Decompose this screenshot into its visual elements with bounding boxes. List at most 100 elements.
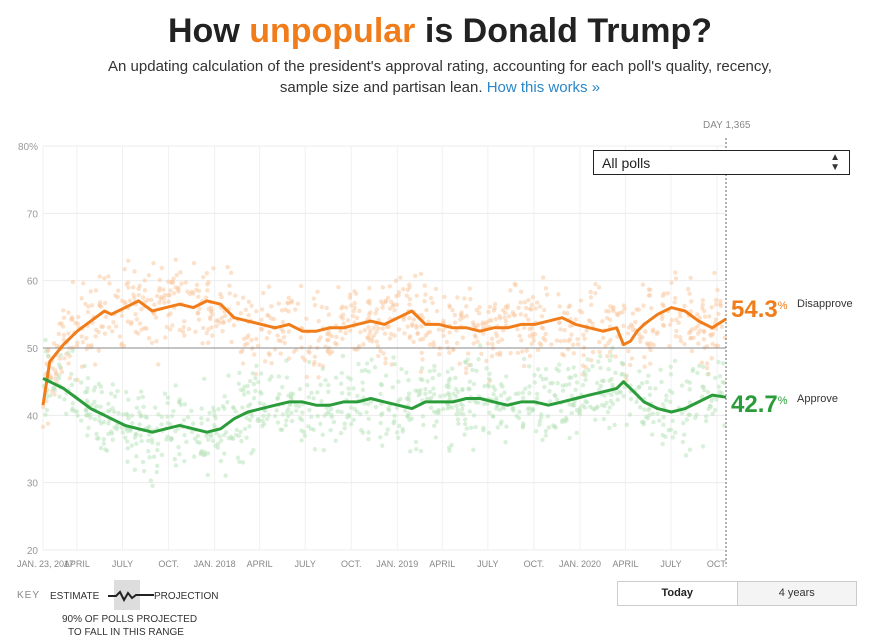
poll-dot [137,321,143,326]
poll-dot [521,395,526,401]
poll-dot [259,327,264,332]
poll-dot [431,340,436,345]
poll-dot [371,325,377,331]
how-this-works-link[interactable]: How this works » [486,79,601,96]
poll-dot [415,331,420,336]
poll-dot [171,408,176,414]
poll-dot [607,317,613,323]
poll-dot [520,390,526,396]
poll-dot [383,373,389,378]
poll-dot [228,434,234,440]
poll-dot [219,295,224,300]
poll-dot [470,320,476,325]
poll-dot [84,336,89,341]
poll-dot [471,447,476,453]
poll-filter-select[interactable]: All polls ▲ ▼ [593,150,850,175]
poll-dot [542,384,547,390]
poll-dot [537,341,543,346]
poll-dot [423,391,428,396]
poll-dot [400,429,405,434]
y-tick-label: 80% [18,142,38,153]
poll-dot [609,353,614,359]
poll-dot [463,366,469,371]
poll-dot [389,299,394,304]
poll-dot [284,375,290,380]
poll-dot [302,357,308,363]
poll-dot [119,298,125,304]
poll-dot [628,362,633,368]
poll-dot [463,359,468,365]
poll-dot [497,313,502,319]
poll-dot [233,432,239,438]
poll-dot [319,399,324,404]
poll-dot [182,402,188,407]
poll-dot [557,320,562,325]
poll-dot [261,413,266,419]
poll-dot [374,339,379,344]
poll-dot [430,300,435,306]
poll-dot [365,401,371,407]
poll-dot [293,307,298,312]
poll-dot [66,310,71,315]
poll-dot [542,338,548,343]
poll-dot [600,319,605,324]
poll-dot [602,393,607,398]
poll-dot [575,342,581,347]
poll-dot [146,336,152,341]
poll-dot [574,380,580,385]
poll-dot [182,333,187,338]
poll-dot [211,405,216,410]
poll-dot [346,391,352,396]
poll-dot [680,439,686,445]
poll-dot [385,295,391,301]
poll-dot [586,367,591,373]
poll-dot [486,384,492,389]
poll-dot [460,403,465,408]
poll-dot [594,380,600,386]
poll-dot [86,304,91,309]
poll-dot [43,412,48,417]
poll-dot [75,340,80,345]
poll-dot [174,272,179,278]
poll-dot [575,336,580,342]
poll-dot [696,341,701,346]
poll-dot [99,389,105,395]
poll-dot [703,414,709,419]
poll-dot [503,374,509,379]
poll-dot [647,385,653,391]
poll-dot [151,454,157,459]
poll-dot [355,393,360,399]
approve-label: Approve [797,393,838,405]
poll-dot [214,323,219,329]
poll-dot [85,309,91,315]
poll-dot [418,376,423,382]
poll-dot [43,337,48,343]
poll-dot [210,333,215,338]
poll-dot [588,289,593,295]
poll-dot [173,257,178,262]
poll-dot [96,436,101,441]
range-today-button[interactable]: Today [618,582,738,605]
poll-dot [523,313,529,318]
key-projection: PROJECTION [154,591,219,602]
poll-dot [418,388,423,393]
poll-dot [374,307,380,312]
poll-dot [556,292,561,297]
poll-dot [447,448,452,453]
poll-dot [182,432,187,438]
poll-dot [603,343,608,348]
poll-dot [562,338,567,343]
poll-dot [380,301,386,307]
poll-dot [638,405,643,410]
poll-dot [510,310,516,315]
poll-dot [712,270,717,276]
poll-dot [432,423,437,428]
poll-dot [467,379,473,384]
poll-dot [376,326,381,331]
poll-dot [298,283,304,289]
poll-dot [211,408,217,414]
poll-dot [216,407,221,412]
poll-dot [449,442,454,448]
poll-dot [289,300,294,305]
range-4years-button[interactable]: 4 years [737,582,856,605]
